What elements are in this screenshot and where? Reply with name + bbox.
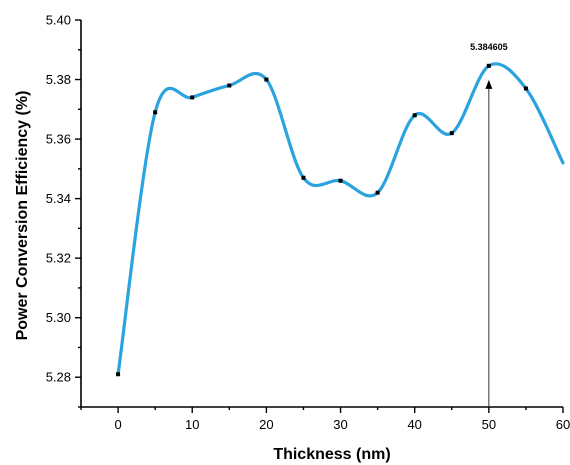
x-axis-ticks: 0 10 20 30 40 50 60 <box>80 407 570 432</box>
data-point <box>227 83 232 88</box>
data-points <box>116 63 528 377</box>
peak-annotation: 5.384605 <box>470 42 508 407</box>
y-tick-label: 5.40 <box>46 13 71 28</box>
data-point <box>375 190 380 195</box>
annotation-label: 5.384605 <box>470 42 508 52</box>
data-point <box>523 86 528 91</box>
data-point <box>412 113 417 118</box>
y-axis-title: Power Conversion Efficiency (%) <box>14 91 31 341</box>
data-point <box>264 77 269 82</box>
y-tick-label: 5.28 <box>46 370 71 385</box>
efficiency-series-line <box>116 62 565 376</box>
x-tick-label: 10 <box>185 417 199 432</box>
x-tick-label: 40 <box>407 417 421 432</box>
data-point <box>190 95 195 100</box>
x-tick-label: 60 <box>556 417 570 432</box>
axes <box>80 20 563 408</box>
x-axis-title: Thickness (nm) <box>273 446 390 463</box>
x-tick-label: 20 <box>259 417 273 432</box>
y-tick-label: 5.32 <box>46 251 71 266</box>
y-axis-ticks: 5.28 5.30 5.32 5.34 5.36 5.38 5.40 <box>46 13 81 408</box>
y-tick-label: 5.34 <box>46 191 71 206</box>
y-tick-label: 5.30 <box>46 310 71 325</box>
x-tick-label: 30 <box>333 417 347 432</box>
data-point <box>116 372 121 377</box>
y-tick-label: 5.38 <box>46 72 71 87</box>
data-point <box>153 110 158 115</box>
data-point <box>449 131 454 136</box>
y-tick-label: 5.36 <box>46 132 71 147</box>
x-tick-label: 50 <box>482 417 496 432</box>
annotation-arrow-head <box>485 79 493 89</box>
x-tick-label: 0 <box>114 417 121 432</box>
data-point <box>301 175 306 180</box>
data-point <box>338 178 343 183</box>
data-point <box>486 63 491 68</box>
